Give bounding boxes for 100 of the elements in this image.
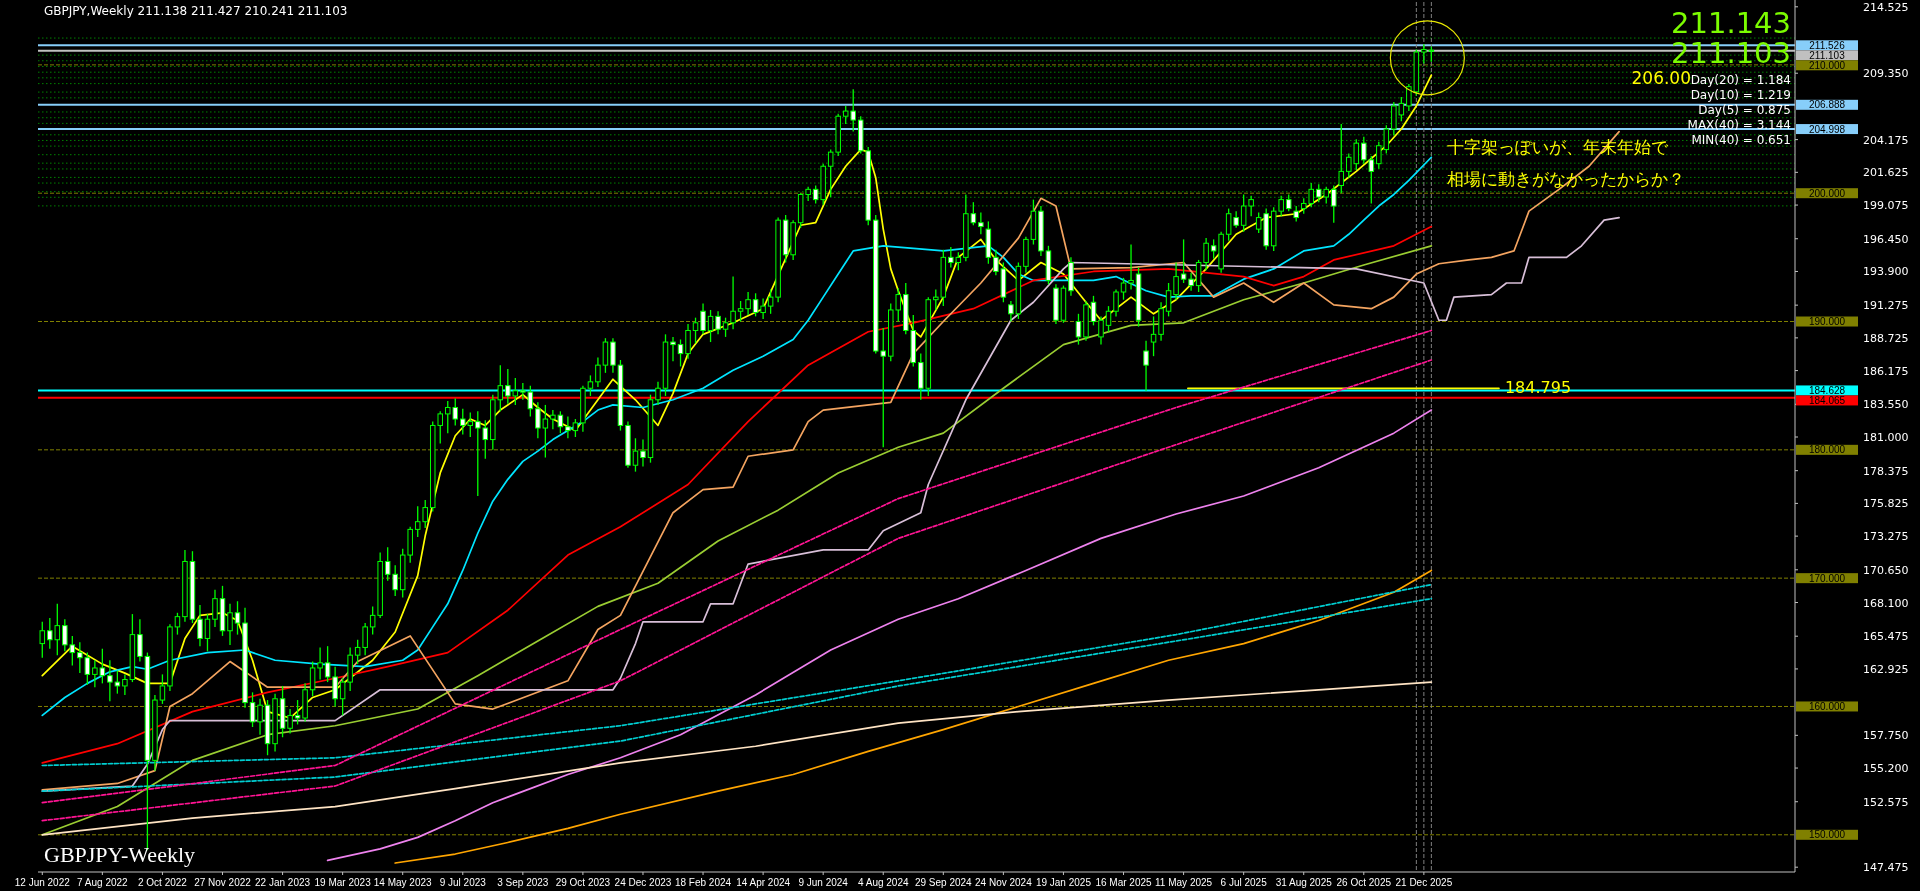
candlestick <box>978 211 984 235</box>
x-tick-label: 26 Oct 2025 <box>1336 877 1392 888</box>
x-tick-label: 4 Aug 2024 <box>857 877 909 888</box>
line-series <box>41 583 1433 767</box>
ref-line-label: 150.000 <box>1808 829 1846 841</box>
ref-line-label: 180.000 <box>1808 444 1846 456</box>
x-tick-label: 2 Oct 2022 <box>137 877 188 888</box>
x-tick-label: 24 Dec 2023 <box>614 877 672 888</box>
annotation: Day(10) = 1.219 <box>1690 88 1791 102</box>
line-series <box>326 409 1433 862</box>
y-tick-label: 214.525 <box>1863 0 1909 14</box>
y-tick-label: 188.725 <box>1863 331 1909 345</box>
x-tick-label: 19 Jan 2025 <box>1035 877 1092 888</box>
candlestick <box>152 694 158 772</box>
x-tick-label: 18 Feb 2024 <box>674 877 732 888</box>
ref-line-label: 160.000 <box>1808 700 1846 712</box>
y-tick-label: 193.900 <box>1863 265 1909 279</box>
x-tick-label: 14 May 2023 <box>373 877 433 888</box>
ref-line-label: 200.000 <box>1808 187 1846 199</box>
candlestick <box>1158 301 1164 342</box>
y-tick-label: 168.100 <box>1863 596 1909 610</box>
y-tick-label: 155.200 <box>1863 762 1909 776</box>
candlestick <box>1098 315 1104 346</box>
candlestick <box>182 549 188 623</box>
x-tick-label: 9 Jun 2024 <box>798 877 849 888</box>
ref-line-label: 170.000 <box>1808 572 1846 584</box>
annotation: MIN(40) = 0.651 <box>1691 133 1791 147</box>
y-tick-label: 162.925 <box>1863 662 1909 676</box>
candlestick <box>1188 272 1194 292</box>
candlestick <box>700 302 706 335</box>
candlestick <box>1053 283 1059 325</box>
candlestick <box>1173 261 1179 301</box>
annotation: 211.143 <box>1671 6 1791 40</box>
candlestick <box>745 291 751 316</box>
y-tick-label: 191.275 <box>1863 299 1909 313</box>
x-tick-label: 29 Oct 2023 <box>555 877 611 888</box>
candlestick <box>670 336 676 362</box>
candlestick <box>655 381 661 406</box>
x-tick-label: 16 Mar 2025 <box>1095 877 1153 888</box>
chart-title: GBPJPY,Weekly 211.138 211.427 210.241 211.103 <box>44 4 348 18</box>
x-tick-label: 29 Sep 2024 <box>914 877 973 888</box>
y-tick-label: 147.475 <box>1863 861 1909 875</box>
annotation: 206.00 <box>1631 68 1691 88</box>
y-tick-label: 170.650 <box>1863 563 1909 577</box>
x-tick-label: 27 Nov 2022 <box>194 877 252 888</box>
y-tick-label: 175.825 <box>1863 497 1909 511</box>
y-tick-label: 157.750 <box>1863 729 1909 743</box>
y-tick-label: 199.075 <box>1863 199 1909 213</box>
ref-line-label: 190.000 <box>1808 316 1846 328</box>
ref-line-label: 211.103 <box>1809 49 1846 61</box>
ref-line-label: 184.628 <box>1808 384 1846 396</box>
candlestick <box>625 420 631 469</box>
candlestick <box>227 603 233 646</box>
ref-line-label: 204.998 <box>1808 123 1846 135</box>
x-tick-label: 24 Nov 2024 <box>975 877 1033 888</box>
candlestick <box>1023 236 1029 274</box>
candlestick <box>137 618 143 663</box>
annotation: Day(20) = 1.184 <box>1690 73 1791 87</box>
line-series <box>394 569 1433 864</box>
x-tick-label: 6 Jul 2025 <box>1220 877 1268 888</box>
x-tick-label: 7 Aug 2022 <box>77 877 129 888</box>
y-tick-label: 201.625 <box>1863 166 1909 180</box>
y-tick-label: 173.275 <box>1863 530 1909 544</box>
candlestick <box>595 356 601 388</box>
x-tick-label: 11 May 2025 <box>1155 877 1213 888</box>
candlestick <box>242 607 248 709</box>
x-tick-label: 14 Apr 2024 <box>736 877 791 888</box>
candlestick <box>580 385 586 433</box>
y-tick-label: 152.575 <box>1863 795 1909 809</box>
annotation: GBPJPY-Weekly <box>44 842 196 867</box>
x-tick-label: 21 Dec 2025 <box>1395 877 1453 888</box>
candlestick <box>640 438 646 468</box>
x-tick-label: 31 Aug 2025 <box>1275 877 1333 888</box>
candlestick <box>1143 340 1149 392</box>
candlestick <box>212 589 218 628</box>
y-tick-label: 186.175 <box>1863 364 1909 378</box>
line-series <box>41 681 1433 836</box>
y-tick-label: 196.450 <box>1863 232 1909 246</box>
candlestick <box>197 604 203 647</box>
ref-line-label: 206.888 <box>1808 99 1846 111</box>
candlestick <box>287 708 293 735</box>
x-tick-label: 22 Jan 2023 <box>255 877 311 888</box>
candlestick <box>1068 256 1074 297</box>
candlestick <box>610 337 616 374</box>
candlestick <box>730 275 736 330</box>
candlestick <box>257 698 263 736</box>
y-tick-label: 183.550 <box>1863 398 1909 412</box>
candlestick <box>685 323 691 360</box>
y-tick-label: 209.350 <box>1863 67 1909 81</box>
x-tick-label: 9 Jul 2023 <box>439 877 487 888</box>
candlestick <box>1038 205 1044 257</box>
candlestick <box>272 692 278 753</box>
ref-line-label: 210.000 <box>1808 59 1846 71</box>
y-tick-label: 204.175 <box>1863 133 1909 147</box>
x-tick-label: 19 Mar 2023 <box>314 877 372 888</box>
line-series <box>41 597 1433 793</box>
y-tick-label: 178.375 <box>1863 464 1909 478</box>
candlestick <box>1083 300 1089 342</box>
candlestick <box>167 623 173 692</box>
ref-line-label: 211.526 <box>1809 39 1846 51</box>
